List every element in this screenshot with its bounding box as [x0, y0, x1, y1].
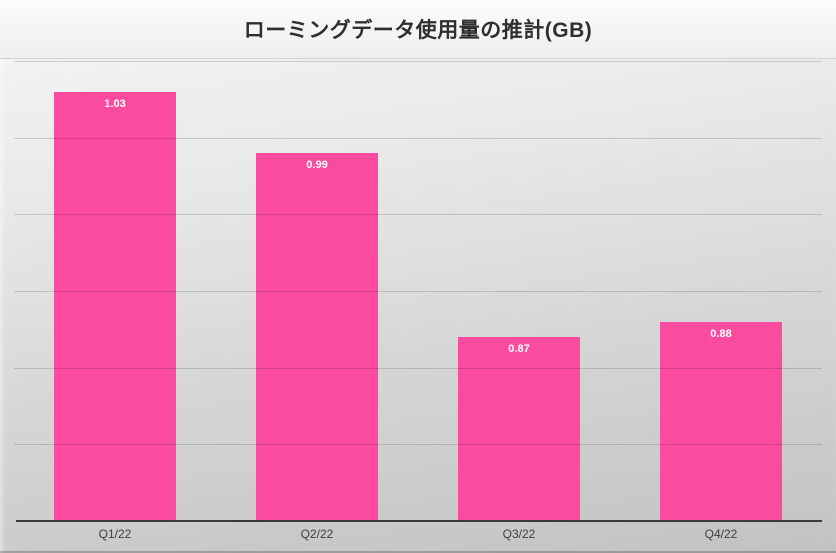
data-label: 0.88 — [710, 327, 732, 340]
chart-title: ローミングデータ使用量の推計(GB) — [243, 19, 593, 42]
x-axis-labels: Q1/22 Q2/22 Q3/22 Q4/22 — [14, 527, 822, 541]
category-label: Q1/22 — [98, 527, 132, 541]
bar-group: 1.03 — [14, 61, 216, 521]
data-label: 0.87 — [508, 343, 530, 355]
bar-Q1/22[interactable]: 1.03 — [54, 91, 176, 521]
data-label: 1.03 — [104, 97, 126, 110]
category-label: Q4/22 — [704, 527, 738, 541]
bar-Q2/22[interactable]: 0.99 — [256, 153, 378, 521]
bar-group: 0.99 — [216, 61, 418, 521]
data-label: 0.99 — [306, 159, 328, 171]
bar-series: 1.03 0.99 0.87 0.88 — [14, 61, 822, 521]
bar-group: 0.87 — [418, 61, 620, 521]
chart-title-band: ローミングデータ使用量の推計(GB) — [0, 0, 836, 59]
bar-group: 0.88 — [620, 61, 822, 521]
bar-Q4/22[interactable]: 0.88 — [660, 321, 782, 521]
category-label: Q2/22 — [300, 527, 334, 541]
plot-area: 1.03 0.99 0.87 0.88 — [14, 61, 822, 522]
bar-Q3/22[interactable]: 0.87 — [458, 337, 580, 521]
category-label: Q3/22 — [502, 527, 536, 541]
x-axis-line — [16, 520, 822, 522]
